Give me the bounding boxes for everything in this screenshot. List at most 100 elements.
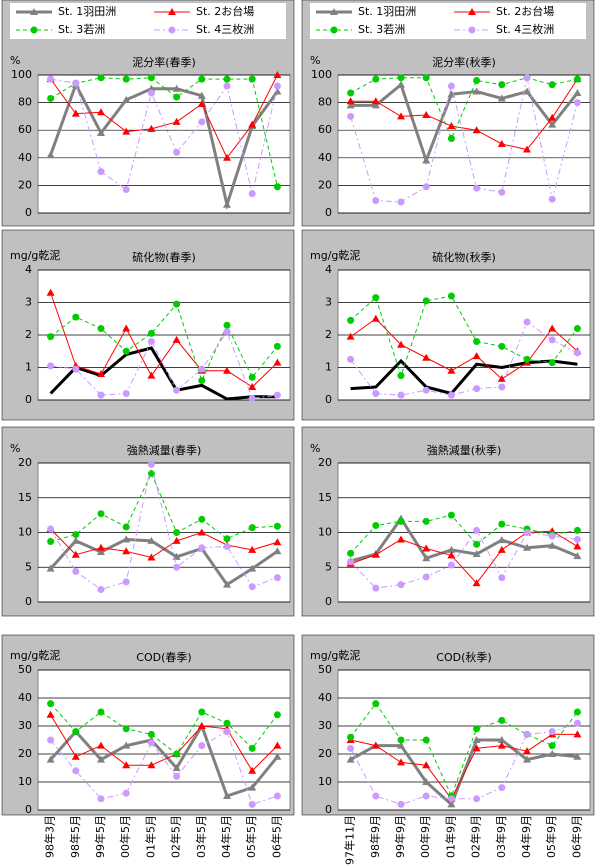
marker (147, 536, 156, 544)
marker (548, 359, 556, 367)
y-tick-label: 4 (325, 263, 332, 276)
x-tick-label: 04年5月 (219, 815, 233, 858)
marker (447, 122, 456, 130)
y-tick-label: 20 (318, 456, 332, 469)
marker (198, 377, 206, 384)
plot-area (337, 669, 591, 811)
y-tick-label: 20 (18, 747, 32, 760)
marker (46, 288, 55, 296)
marker (548, 750, 557, 757)
marker (397, 74, 405, 82)
marker (498, 188, 506, 196)
legend-label: St. 3若洲 (58, 23, 105, 36)
marker (223, 728, 231, 736)
marker (472, 550, 481, 558)
series-line (50, 303, 278, 382)
marker (473, 540, 481, 548)
marker (422, 353, 431, 361)
marker (347, 733, 355, 741)
y-tick-label: 5 (25, 560, 32, 573)
marker (173, 772, 181, 780)
marker (397, 741, 405, 749)
marker (468, 8, 476, 15)
y-tick-label: 80 (18, 96, 32, 109)
marker (330, 26, 338, 34)
marker (223, 328, 231, 336)
marker (248, 744, 256, 752)
marker (223, 200, 231, 208)
y-tick-label: 5 (325, 560, 332, 573)
marker (523, 87, 531, 95)
marker (223, 75, 231, 83)
marker (97, 128, 105, 136)
marker (30, 26, 38, 34)
marker (46, 710, 55, 718)
y-tick-label: 40 (18, 151, 32, 164)
marker (223, 719, 231, 727)
marker (548, 742, 556, 750)
marker (147, 89, 155, 97)
marker (97, 741, 105, 749)
marker (197, 91, 206, 99)
marker (422, 111, 431, 119)
marker (397, 758, 405, 766)
chart-title: COD(春季) (136, 651, 191, 664)
marker (248, 383, 257, 390)
marker (248, 564, 257, 572)
marker (248, 394, 256, 402)
marker (523, 755, 531, 763)
marker (372, 584, 380, 592)
marker (371, 550, 380, 558)
marker (397, 535, 405, 543)
marker (122, 324, 131, 332)
marker (573, 88, 582, 96)
marker (397, 736, 405, 744)
marker (372, 522, 380, 530)
x-tick-label: 98年9月 (368, 815, 382, 858)
marker (573, 349, 581, 357)
chart-title: 泥分率(春季) (132, 55, 196, 69)
marker (147, 124, 156, 132)
marker (97, 325, 105, 332)
marker (497, 736, 506, 743)
marker (548, 81, 556, 89)
y-tick-label: 0 (325, 803, 332, 816)
y-tick-label: 20 (318, 178, 332, 191)
marker (472, 744, 481, 752)
marker (473, 725, 481, 733)
marker (147, 460, 155, 468)
marker (473, 385, 481, 393)
plot-area (37, 669, 291, 811)
marker (273, 342, 281, 350)
series-line (50, 78, 278, 194)
series-line (350, 77, 578, 140)
y-tick-label: 40 (318, 151, 332, 164)
marker (347, 112, 355, 120)
marker (573, 719, 581, 727)
marker (422, 297, 430, 305)
marker (447, 551, 456, 559)
marker (122, 75, 130, 83)
marker (173, 148, 181, 156)
marker (472, 87, 481, 95)
marker (273, 87, 282, 95)
y-tick-label: 2 (325, 328, 332, 341)
y-axis-label: mg/g乾泥 (10, 249, 60, 262)
marker (347, 744, 355, 752)
marker (47, 75, 55, 83)
marker (548, 120, 557, 128)
marker (223, 792, 231, 799)
marker (97, 585, 105, 593)
marker (372, 390, 380, 397)
marker (497, 741, 506, 749)
marker (447, 800, 456, 808)
marker (548, 336, 556, 344)
marker (198, 118, 206, 126)
marker (573, 75, 581, 83)
marker (422, 761, 431, 769)
x-tick-label: 01年5月 (143, 815, 157, 858)
marker (147, 338, 155, 345)
y-tick-label: 10 (18, 526, 32, 539)
y-tick-label: 0 (325, 595, 332, 608)
marker (523, 529, 531, 536)
